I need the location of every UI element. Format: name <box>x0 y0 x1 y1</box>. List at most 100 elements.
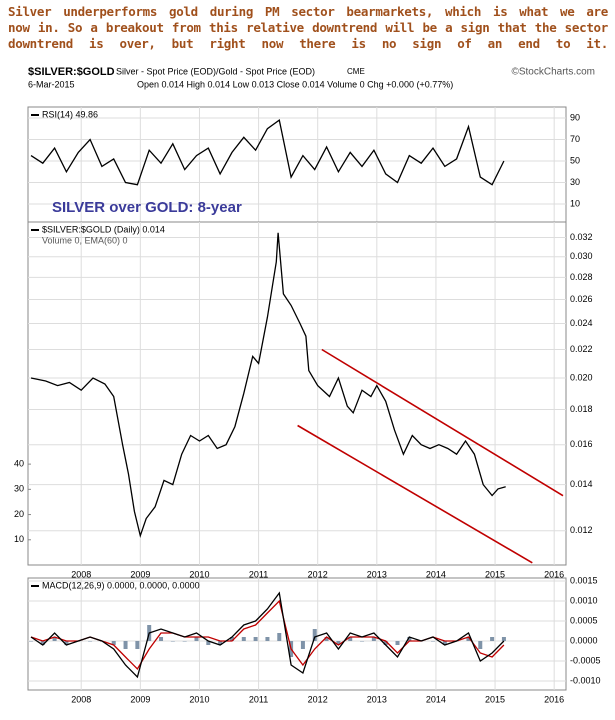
y-tick-label: 0.028 <box>570 272 593 282</box>
x-tick-label: 2010 <box>189 569 209 579</box>
y-tick-label: 0.0000 <box>570 635 598 645</box>
x-tick-label: 2016 <box>544 569 564 579</box>
histogram-bar <box>170 641 175 642</box>
y-tick-label: 0.020 <box>570 372 593 382</box>
y-tick-label: 70 <box>570 134 580 144</box>
legend-text: $SILVER:$GOLD (Daily) 0.014 <box>42 224 165 234</box>
panel-frame <box>27 577 567 691</box>
exchange: CME <box>347 67 365 76</box>
x-tick-label: 2016 <box>544 694 564 704</box>
x-tick-label: 2008 <box>71 569 91 579</box>
volume-legend: Volume 0, EMA(60) 0 <box>42 235 128 245</box>
histogram-bar <box>300 641 305 649</box>
y-tick-label: 0.018 <box>570 404 593 414</box>
y-tick-label: 50 <box>570 155 580 165</box>
x-tick-label: 2014 <box>426 694 446 704</box>
histogram-bar <box>501 637 506 641</box>
histogram-bar <box>407 637 412 641</box>
y-tick-label: 0.022 <box>570 344 593 354</box>
legend-text: MACD(12,26,9) 0.0000, 0.0000, 0.0000 <box>42 580 200 590</box>
histogram-bar <box>277 633 282 641</box>
histogram-bar <box>430 641 435 642</box>
caption-line: downtrend is over, but right now there i… <box>8 36 608 51</box>
y-tick-label: 0.012 <box>570 525 593 535</box>
x-tick-label: 2009 <box>130 569 150 579</box>
histogram-bar <box>218 641 223 645</box>
x-tick-label: 2008 <box>71 694 91 704</box>
histogram-bar <box>360 641 365 642</box>
y-tick-label: 30 <box>570 177 580 187</box>
date: 6-Mar-2015 <box>28 79 75 89</box>
histogram-bar <box>466 637 471 641</box>
histogram-bar <box>64 641 69 645</box>
series-line <box>30 118 505 186</box>
histogram-bar <box>28 641 33 642</box>
histogram-bar <box>383 641 388 645</box>
y2-tick-label: 10 <box>14 534 24 544</box>
y2-tick-label: 20 <box>14 509 24 519</box>
description: Silver - Spot Price (EOD)/Gold - Spot Pr… <box>116 66 315 76</box>
histogram-bar <box>478 641 483 649</box>
histogram-bar <box>111 641 116 645</box>
x-tick-label: 2010 <box>189 694 209 704</box>
y-tick-label: 0.032 <box>570 232 593 242</box>
quote: Open 0.014 High 0.014 Low 0.013 Close 0.… <box>137 79 453 89</box>
y-tick-label: 0.024 <box>570 318 593 328</box>
histogram-bar <box>395 641 400 645</box>
histogram-bar <box>40 641 45 645</box>
histogram-bar <box>265 637 270 641</box>
y-tick-label: -0.0010 <box>570 675 601 685</box>
histogram-bar <box>182 641 187 642</box>
histogram-bar <box>312 629 317 641</box>
x-tick-label: 2011 <box>249 569 268 579</box>
source: ©StockCharts.com <box>511 67 595 78</box>
histogram-bar <box>336 641 341 645</box>
y-tick-label: 0.030 <box>570 251 593 261</box>
x-tick-label: 2014 <box>426 569 446 579</box>
histogram-bar <box>159 637 164 641</box>
caption: Silver underperforms gold during PM sect… <box>8 4 608 52</box>
histogram-bar <box>253 637 258 641</box>
x-tick-label: 2009 <box>130 694 150 704</box>
histogram-bar <box>348 637 353 641</box>
histogram-bar <box>52 637 57 641</box>
y-tick-label: 0.0015 <box>570 575 598 585</box>
histogram-bar <box>194 637 199 641</box>
panel-frame <box>27 221 567 566</box>
histogram-bar <box>442 641 447 645</box>
series-line <box>30 232 506 539</box>
histogram-bar <box>490 637 495 641</box>
trend-line <box>321 348 564 497</box>
x-tick-label: 2011 <box>249 694 268 704</box>
histogram-bar <box>241 637 246 641</box>
series-line <box>30 599 505 671</box>
y-tick-label: 0.016 <box>570 439 593 449</box>
histogram-bar <box>123 641 128 649</box>
histogram-bar <box>135 641 140 649</box>
histogram-bar <box>88 641 93 642</box>
histogram-bar <box>206 641 211 645</box>
x-tick-label: 2012 <box>308 569 328 579</box>
y-tick-label: 90 <box>570 112 580 122</box>
y-tick-label: -0.0005 <box>570 655 601 665</box>
y-tick-label: 0.0010 <box>570 595 598 605</box>
histogram-bar <box>229 637 234 641</box>
y-tick-label: 0.0005 <box>570 615 598 625</box>
caption-line: now in. So a breakout from this relative… <box>8 20 608 35</box>
x-tick-label: 2012 <box>308 694 328 704</box>
histogram-bar <box>371 637 376 641</box>
legend-text: RSI(14) 49.86 <box>42 109 98 119</box>
x-tick-label: 2015 <box>485 694 505 704</box>
x-tick-label: 2013 <box>367 694 387 704</box>
series-line <box>30 591 505 679</box>
symbol: $SILVER:$GOLD <box>28 66 115 78</box>
y-tick-label: 0.026 <box>570 294 593 304</box>
x-tick-label: 2013 <box>367 569 387 579</box>
y-tick-label: 0.014 <box>570 479 593 489</box>
y2-tick-label: 30 <box>14 484 24 494</box>
x-tick-label: 2015 <box>485 569 505 579</box>
caption-line: Silver underperforms gold during PM sect… <box>8 4 608 19</box>
trend-line <box>297 424 533 564</box>
